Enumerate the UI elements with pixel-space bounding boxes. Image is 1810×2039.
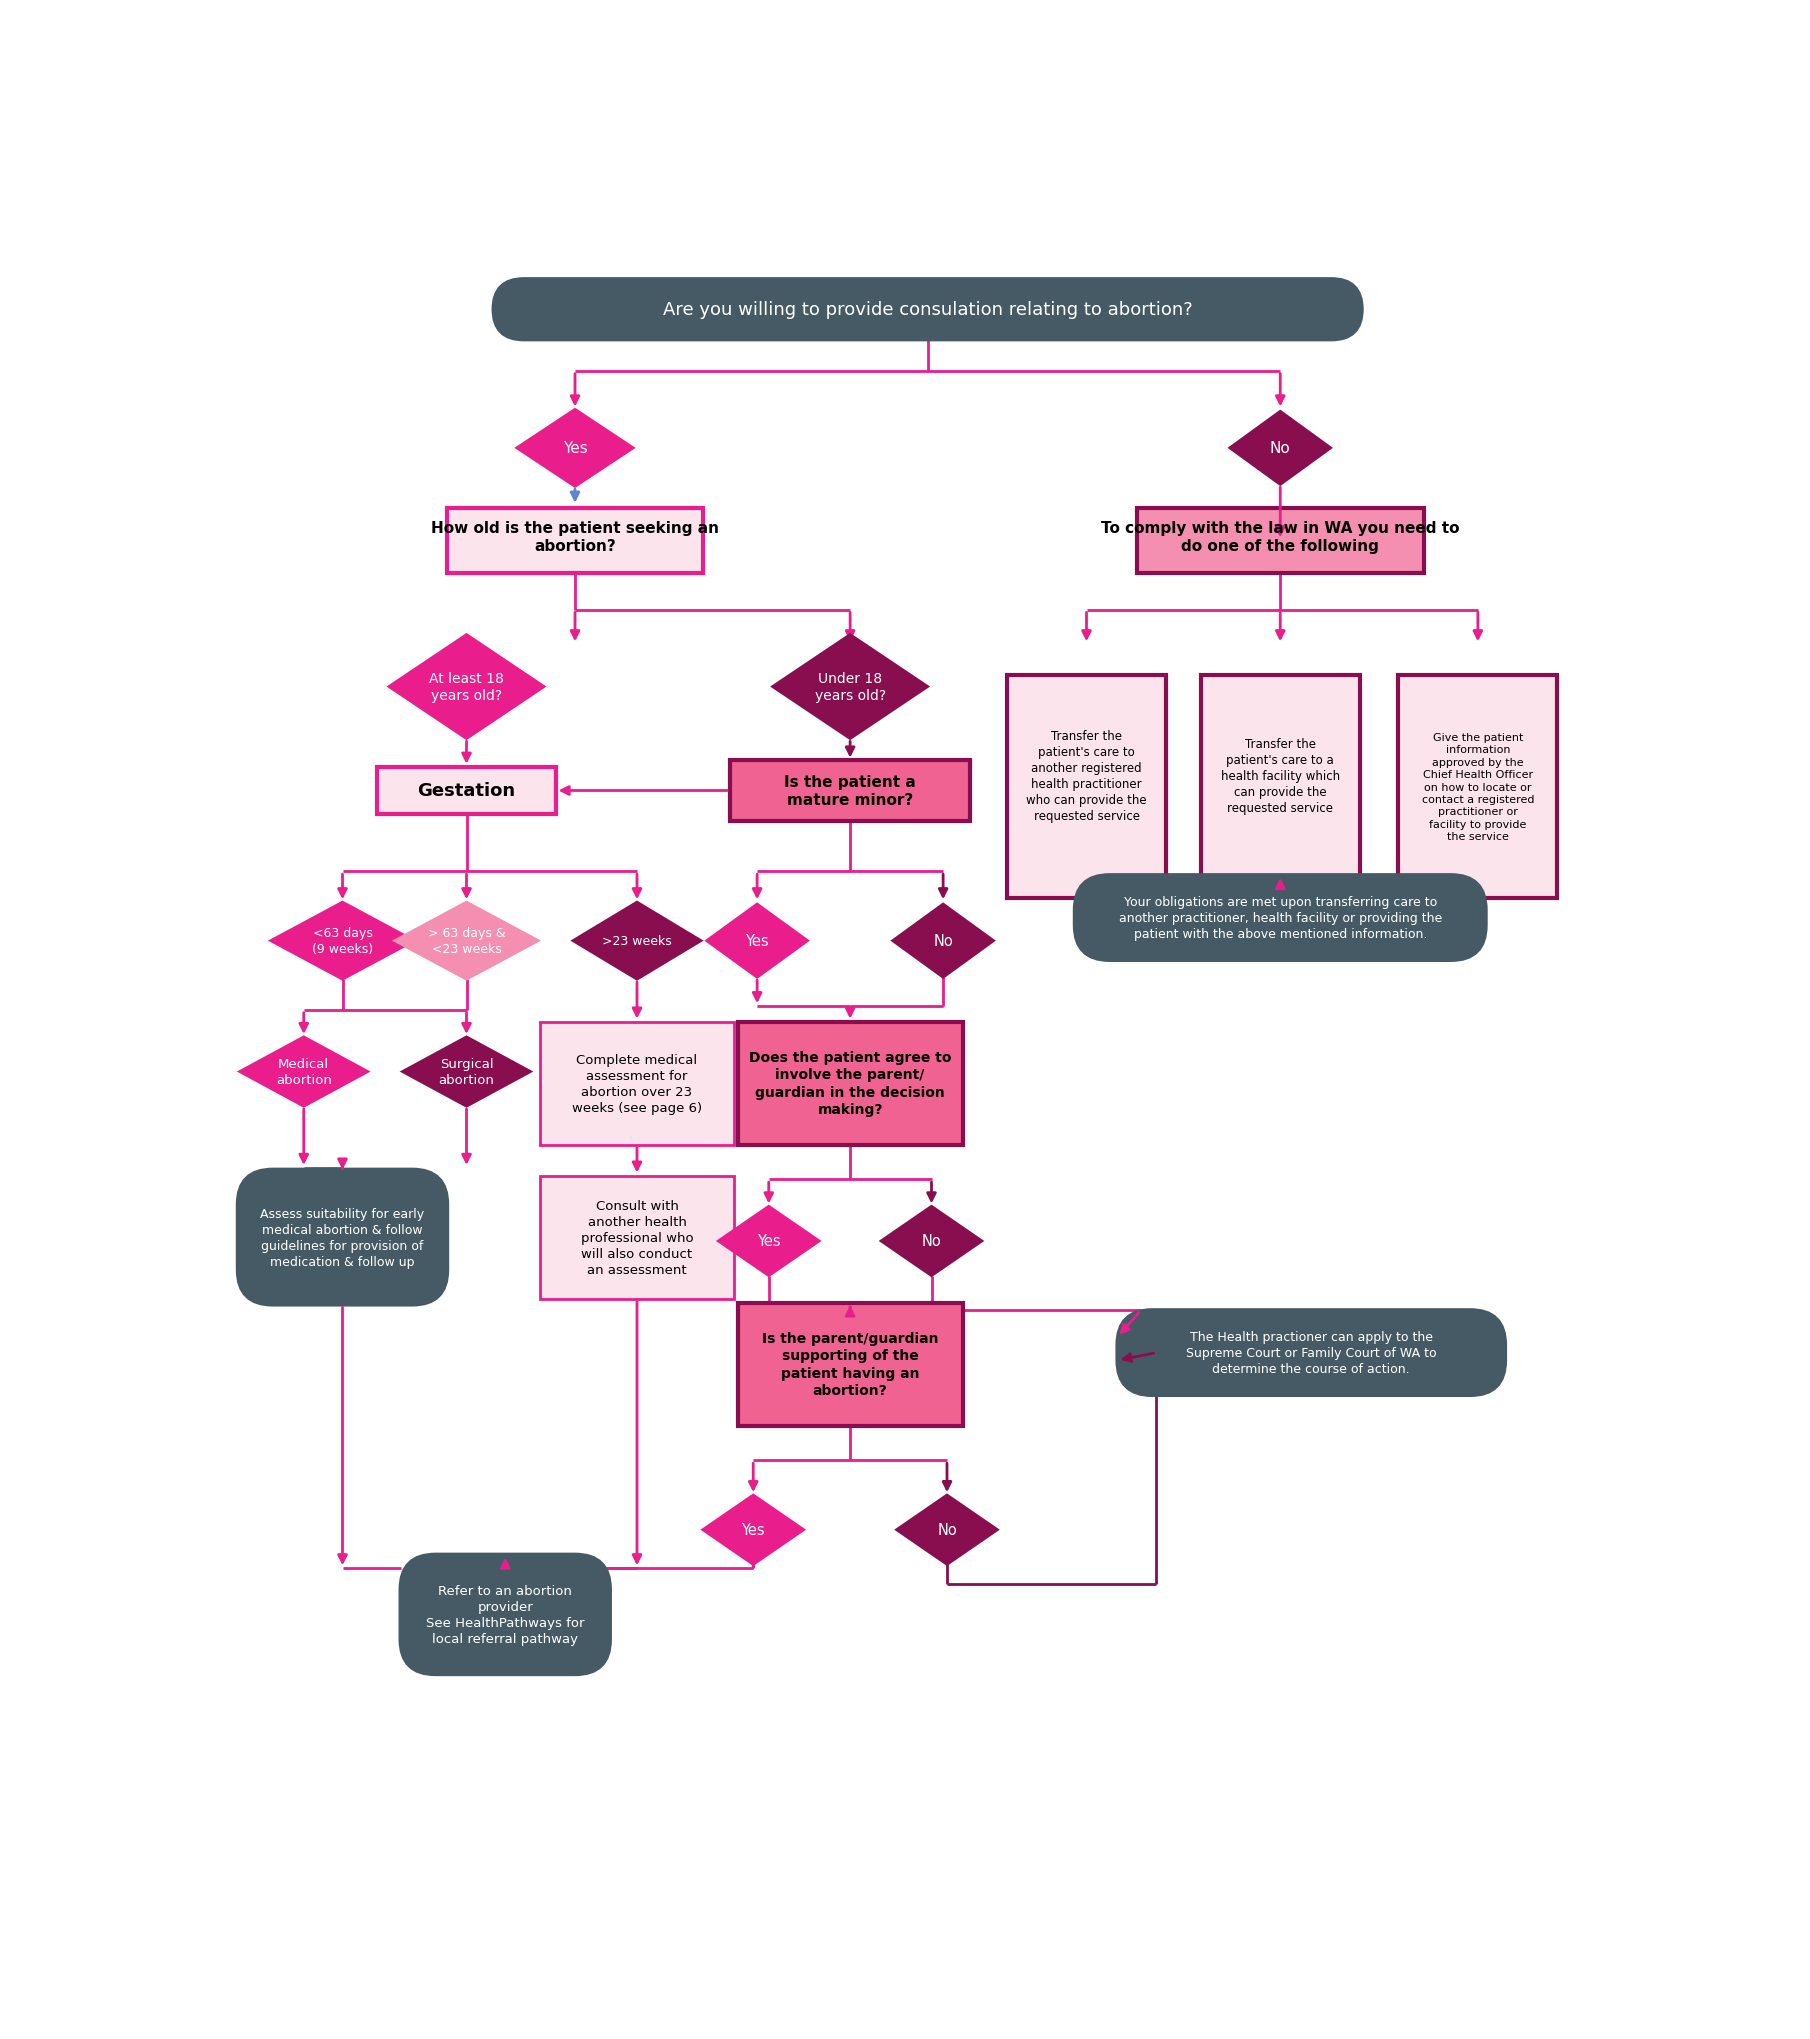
Polygon shape	[896, 1495, 997, 1564]
Polygon shape	[395, 903, 538, 979]
Polygon shape	[1229, 412, 1330, 485]
Text: Yes: Yes	[563, 440, 588, 457]
Text: Yes: Yes	[757, 1234, 780, 1248]
FancyBboxPatch shape	[237, 1170, 447, 1305]
FancyBboxPatch shape	[729, 761, 970, 822]
Text: Yes: Yes	[746, 934, 769, 948]
Text: Transfer the
patient's care to a
health facility which
can provide the
requested: Transfer the patient's care to a health …	[1220, 738, 1339, 814]
Text: Consult with
another health
professional who
will also conduct
an assessment: Consult with another health professional…	[581, 1199, 693, 1276]
Text: Your obligations are met upon transferring care to
another practitioner, health : Your obligations are met upon transferri…	[1119, 895, 1443, 940]
FancyBboxPatch shape	[1006, 675, 1166, 899]
FancyBboxPatch shape	[539, 1177, 733, 1299]
Text: > 63 days &
<23 weeks: > 63 days & <23 weeks	[427, 926, 505, 956]
Text: Is the parent/guardian
supporting of the
patient having an
abortion?: Is the parent/guardian supporting of the…	[762, 1331, 938, 1397]
Polygon shape	[719, 1207, 820, 1276]
FancyBboxPatch shape	[1200, 675, 1359, 899]
Polygon shape	[239, 1038, 367, 1107]
FancyBboxPatch shape	[539, 1022, 733, 1146]
Text: Under 18
years old?: Under 18 years old?	[814, 671, 885, 703]
Polygon shape	[702, 1495, 804, 1564]
Text: <63 days
(9 weeks): <63 days (9 weeks)	[311, 926, 373, 956]
Text: No: No	[1271, 440, 1291, 457]
Text: Give the patient
information
approved by the
Chief Health Officer
on how to loca: Give the patient information approved by…	[1421, 732, 1535, 842]
Text: The Health practioner can apply to the
Supreme Court or Family Court of WA to
de: The Health practioner can apply to the S…	[1186, 1329, 1437, 1376]
FancyBboxPatch shape	[738, 1303, 963, 1425]
FancyBboxPatch shape	[376, 767, 556, 816]
FancyBboxPatch shape	[1399, 675, 1557, 899]
Text: To comply with the law in WA you need to
do one of the following: To comply with the law in WA you need to…	[1100, 520, 1459, 555]
Text: Are you willing to provide consulation relating to abortion?: Are you willing to provide consulation r…	[662, 302, 1193, 318]
Text: No: No	[938, 1523, 957, 1537]
Polygon shape	[389, 636, 545, 740]
Text: No: No	[921, 1234, 941, 1248]
Text: Refer to an abortion
provider
See HealthPathways for
local referral pathway: Refer to an abortion provider See Health…	[425, 1584, 585, 1645]
FancyBboxPatch shape	[447, 508, 702, 573]
Polygon shape	[518, 410, 634, 487]
Text: At least 18
years old?: At least 18 years old?	[429, 671, 503, 703]
Text: No: No	[934, 934, 954, 948]
Text: Medical
abortion: Medical abortion	[275, 1058, 331, 1087]
Polygon shape	[892, 905, 994, 979]
FancyBboxPatch shape	[494, 279, 1361, 341]
FancyBboxPatch shape	[738, 1022, 963, 1146]
Text: Gestation: Gestation	[418, 783, 516, 799]
Text: Does the patient agree to
involve the parent/
guardian in the decision
making?: Does the patient agree to involve the pa…	[749, 1050, 952, 1117]
Text: Transfer the
patient's care to
another registered
health practitioner
who can pr: Transfer the patient's care to another r…	[1026, 730, 1148, 822]
Polygon shape	[272, 903, 414, 979]
Text: Yes: Yes	[742, 1523, 766, 1537]
FancyBboxPatch shape	[1137, 508, 1424, 573]
Polygon shape	[574, 903, 700, 979]
Text: Surgical
abortion: Surgical abortion	[438, 1058, 494, 1087]
Text: Is the patient a
mature minor?: Is the patient a mature minor?	[784, 775, 916, 807]
Text: >23 weeks: >23 weeks	[603, 934, 672, 948]
Text: Assess suitability for early
medical abortion & follow
guidelines for provision : Assess suitability for early medical abo…	[261, 1207, 425, 1268]
Polygon shape	[881, 1207, 981, 1276]
Polygon shape	[706, 905, 807, 979]
Polygon shape	[773, 636, 929, 740]
Polygon shape	[402, 1038, 530, 1107]
FancyBboxPatch shape	[400, 1556, 610, 1674]
FancyBboxPatch shape	[1075, 877, 1486, 960]
FancyBboxPatch shape	[1117, 1311, 1504, 1395]
Text: How old is the patient seeking an
abortion?: How old is the patient seeking an aborti…	[431, 520, 719, 555]
Text: Complete medical
assessment for
abortion over 23
weeks (see page 6): Complete medical assessment for abortion…	[572, 1052, 702, 1113]
